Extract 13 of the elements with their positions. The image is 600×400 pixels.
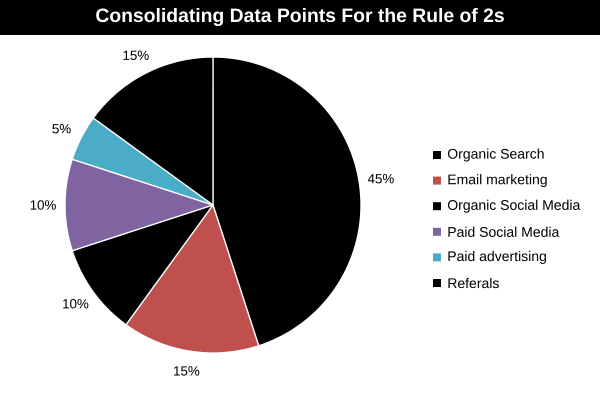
data-label: 10% [30,200,56,210]
chart-title: Consolidating Data Points For the Rule of 2s [96,8,504,26]
legend-label: Email marketing [448,174,547,188]
legend-label: Paid Social Media [448,226,560,237]
legend-label: Organic Social Media [448,200,580,213]
data-label: 15% [124,50,149,60]
data-label: 45% [368,174,394,184]
legend-label: Referals [448,278,499,288]
legend-label: Organic Search [448,148,544,162]
data-label: 5% [52,124,71,134]
legend-label: Paid advertising [448,250,546,264]
data-label: 15% [174,366,200,376]
data-label: 10% [63,299,88,308]
